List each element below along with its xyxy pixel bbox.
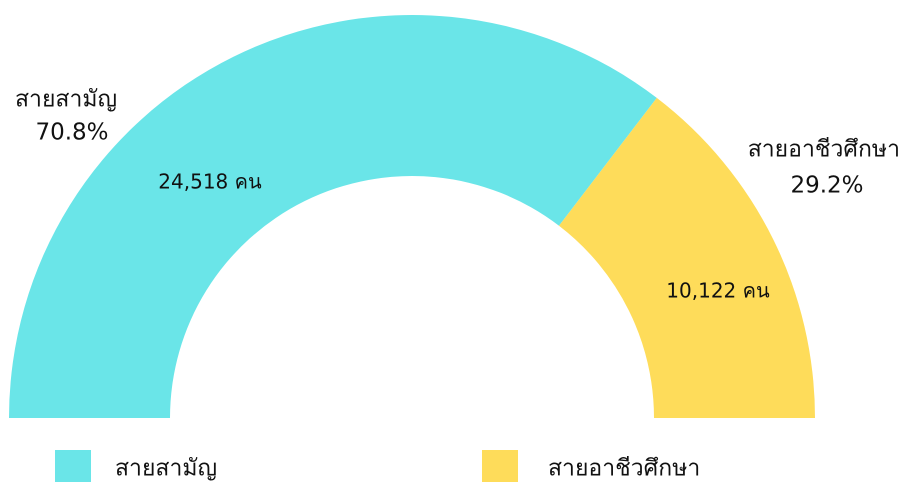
slice-value-label: 10,122 คน xyxy=(666,279,770,303)
slice-category-label: สายสามัญ xyxy=(15,87,117,113)
legend-label: สายอาชีวศึกษา xyxy=(548,456,700,482)
legend-label: สายสามัญ xyxy=(115,456,217,482)
slice-percent-label: 70.8% xyxy=(35,120,108,146)
legend-swatch xyxy=(55,450,91,482)
slice xyxy=(558,97,815,418)
slice-percent-label: 29.2% xyxy=(790,173,863,199)
slice xyxy=(9,14,657,419)
slice-category-label: สายอาชีวศึกษา xyxy=(748,137,900,163)
legend-swatch xyxy=(482,450,518,482)
slice-value-label: 24,518 คน xyxy=(158,170,262,194)
